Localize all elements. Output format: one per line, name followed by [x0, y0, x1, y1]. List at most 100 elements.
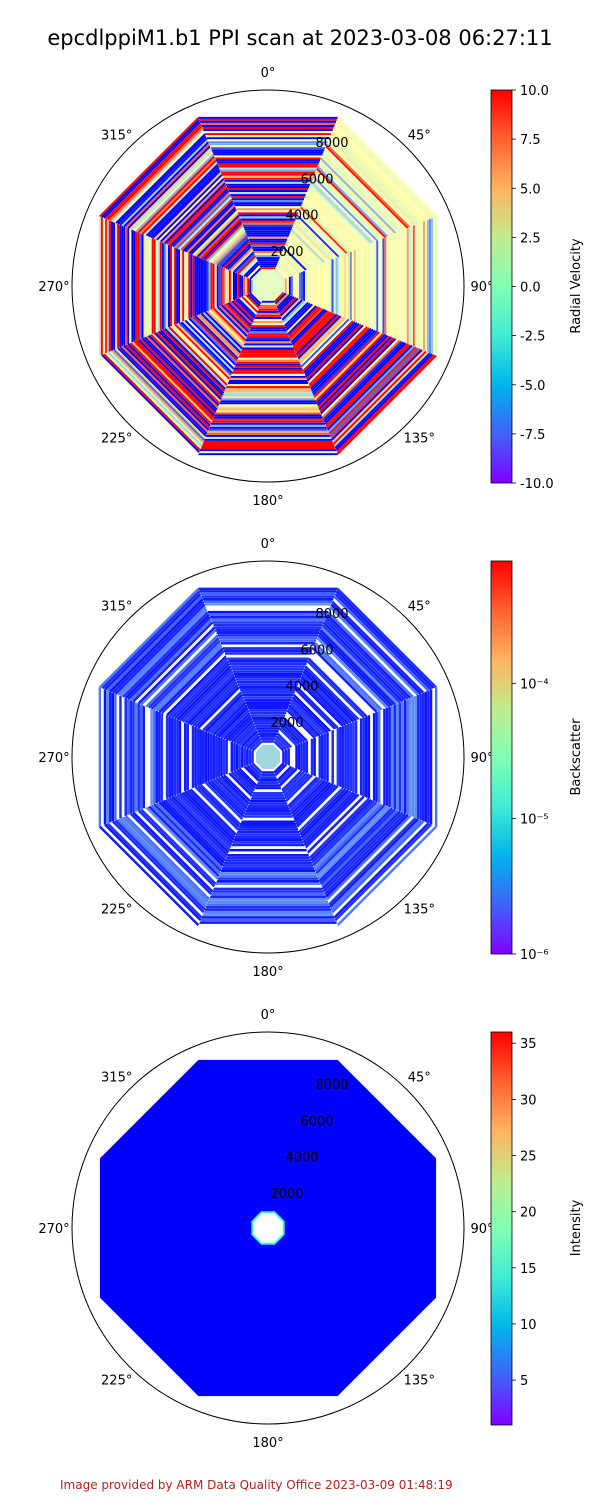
range-band-segment	[132, 811, 214, 893]
range-band-segment	[130, 812, 213, 895]
range-band-segment	[107, 125, 203, 221]
range-band-segment	[320, 338, 399, 417]
range-band-segment	[307, 657, 368, 718]
range-band-segment	[303, 668, 357, 722]
range-band-segment	[101, 119, 200, 218]
range-band-segment	[297, 683, 342, 728]
theta-tick-label: 225°	[101, 902, 132, 917]
range-band-segment	[140, 808, 217, 885]
range-band-segment	[307, 325, 366, 384]
range-band-segment	[206, 224, 244, 262]
range-band-segment	[174, 323, 231, 380]
range-band-segment	[286, 239, 315, 268]
range-band-segment	[315, 169, 385, 239]
range-band-segment	[286, 709, 316, 739]
range-band-segment	[292, 694, 331, 733]
range-band-segment	[150, 804, 221, 875]
range-band-segment	[304, 194, 360, 250]
range-band-segment	[301, 319, 352, 370]
range-band-segment	[204, 311, 243, 350]
range-band-segment	[153, 642, 222, 711]
r-tick-label: 8000	[315, 136, 348, 151]
range-band-segment	[139, 338, 216, 415]
range-band-segment	[200, 312, 242, 354]
range-band-segment	[142, 807, 218, 883]
range-band-segment	[278, 767, 298, 787]
range-band-segment	[312, 176, 378, 242]
range-band-segment	[210, 699, 246, 735]
range-band-segment	[243, 765, 260, 782]
range-band-segment	[200, 218, 242, 260]
range-band-segment	[302, 200, 354, 252]
range-band-segment	[229, 301, 253, 325]
panels-layer: 0° 45° 90° 135° 180° 225° 270° 315° 2000 4000 6000…	[38, 66, 584, 1451]
range-band-segment	[293, 311, 332, 350]
range-band-segment	[306, 190, 364, 248]
range-band-segment	[280, 298, 301, 319]
r-tick-label: 2000	[270, 245, 303, 260]
range-band-segment	[212, 230, 247, 265]
range-band-segment	[117, 347, 207, 437]
range-band-segment	[180, 321, 233, 374]
range-band-segment	[106, 595, 203, 692]
range-band-segment	[206, 310, 244, 348]
theta-tick-label: 45°	[408, 600, 431, 615]
range-band-segment	[188, 317, 237, 366]
range-band-segment	[293, 311, 334, 352]
range-band-segment	[247, 293, 261, 307]
colorbar-gradient	[490, 560, 513, 955]
range-band-segment	[219, 305, 249, 335]
colorbar-tick-label: -2.5	[520, 330, 545, 345]
range-band-segment	[161, 800, 225, 864]
range-band-segment	[243, 732, 260, 749]
range-band-segment	[156, 331, 223, 398]
range-band-segment	[123, 141, 210, 228]
range-band-segment	[241, 259, 259, 277]
range-band-segment	[280, 769, 300, 789]
range-band-segment	[280, 253, 301, 274]
range-band-segment	[153, 803, 222, 872]
range-band-segment	[336, 825, 437, 926]
range-band-segment	[197, 686, 240, 729]
range-band-segment	[230, 771, 254, 795]
range-band-segment	[189, 678, 237, 726]
range-band-segment	[332, 127, 427, 222]
range-band-segment	[109, 821, 204, 916]
range-band-segment	[277, 295, 293, 311]
range-band-segment	[215, 777, 248, 810]
range-band-segment	[275, 764, 290, 779]
range-band-segment	[181, 791, 234, 844]
range-band-segment	[202, 691, 243, 732]
range-band-segment	[168, 657, 229, 718]
range-band-segment	[327, 345, 415, 433]
theta-tick-label: 90°	[470, 751, 493, 766]
range-band-segment	[249, 738, 262, 751]
range-band-segment	[296, 314, 340, 358]
range-band-segment	[320, 155, 399, 234]
range-band-segment	[194, 683, 239, 728]
range-band-segment	[205, 694, 244, 733]
colorbar-tick-label: 10⁻⁶	[520, 948, 549, 963]
range-band-segment	[331, 349, 423, 441]
range-band-segment	[300, 675, 350, 725]
range-band-segment	[246, 764, 261, 779]
range-band-segment	[299, 317, 348, 366]
theta-tick-label: 315°	[101, 1071, 132, 1086]
range-band-segment	[228, 717, 253, 742]
range-band-segment	[284, 243, 311, 270]
range-band-segment	[289, 230, 324, 265]
range-band-segment	[174, 663, 231, 720]
range-band-segment	[153, 171, 222, 240]
theta-tick-label: 225°	[101, 1373, 132, 1388]
range-band-segment	[103, 121, 201, 219]
range-band-segment	[182, 320, 234, 372]
range-band-segment	[115, 348, 206, 439]
range-band-segment	[278, 257, 297, 276]
range-band-segment	[302, 670, 355, 723]
range-band-segment	[119, 137, 208, 226]
ppi-panel-3: 0° 45° 90° 135° 180° 225° 270° 315° 2000 4000 6000…	[38, 1008, 584, 1451]
range-band-segment	[306, 324, 364, 382]
range-band-segment	[111, 820, 205, 914]
range-band-segment	[216, 306, 248, 338]
range-band-segment	[328, 817, 417, 906]
